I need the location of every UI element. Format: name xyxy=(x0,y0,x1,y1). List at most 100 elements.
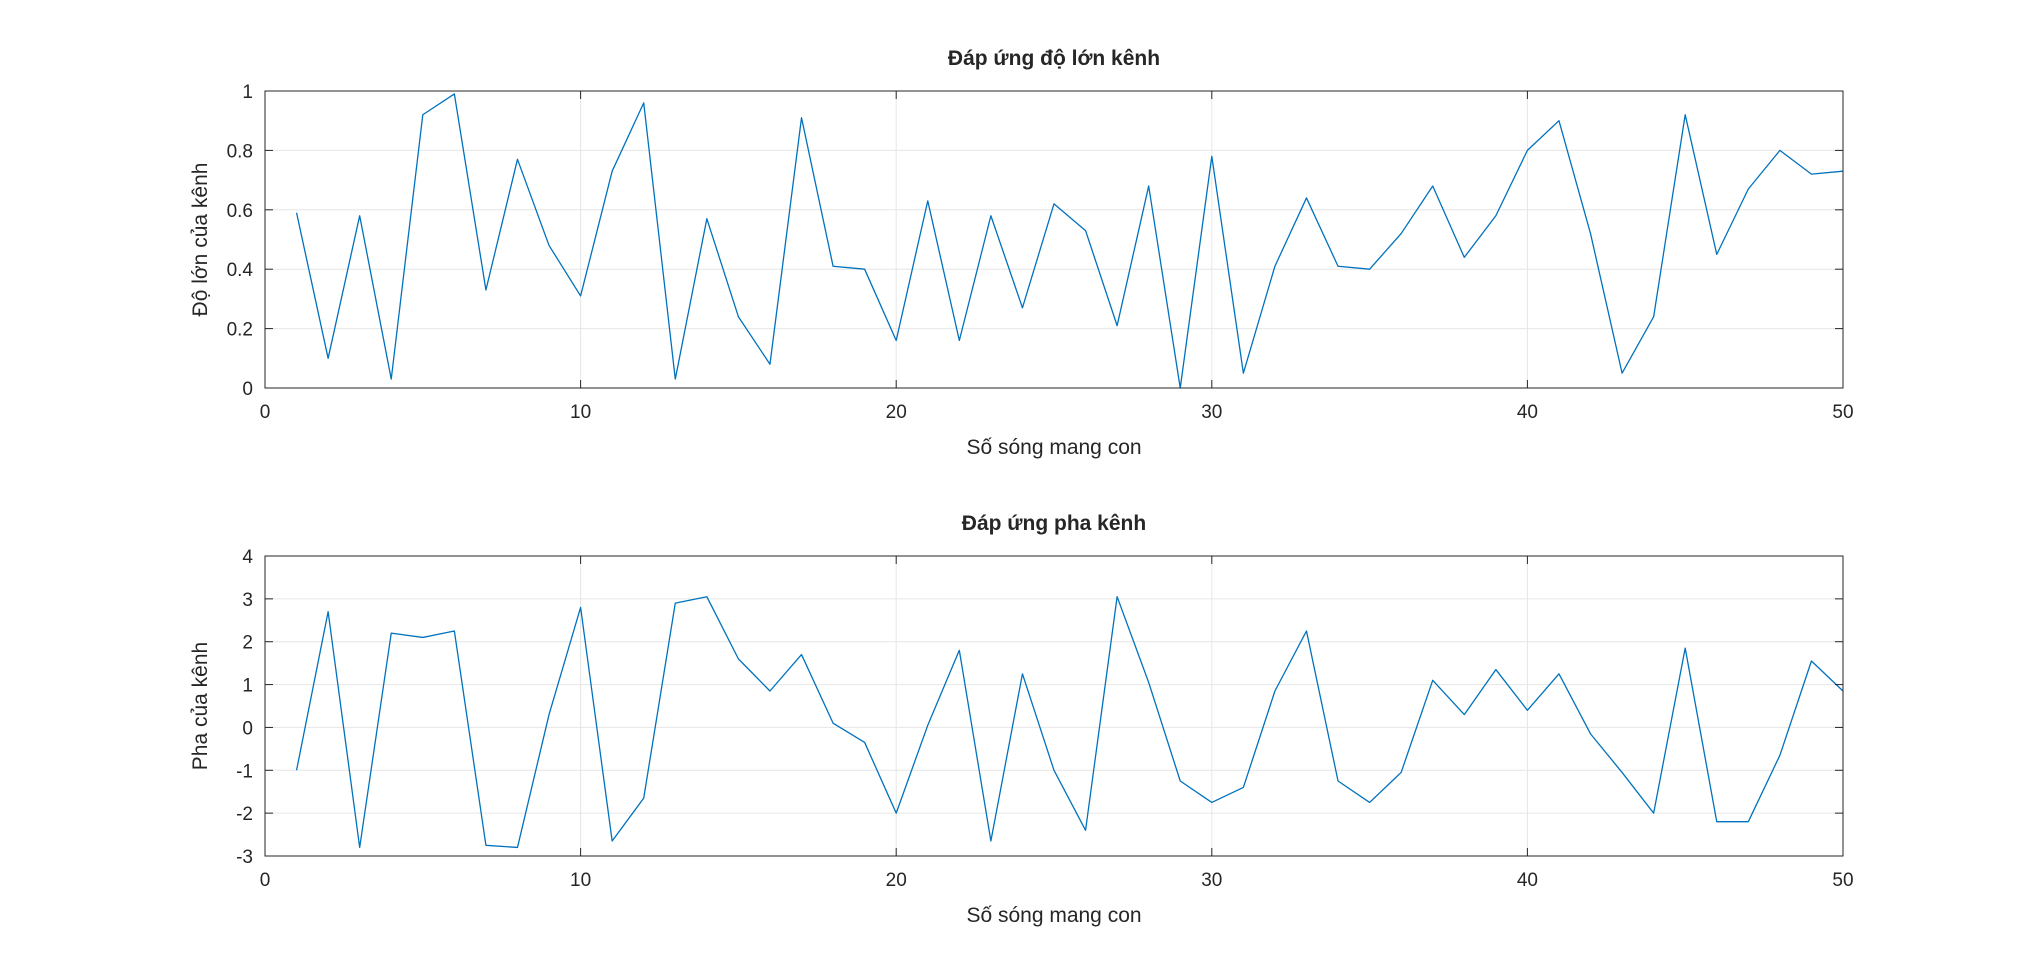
magnitude-data-point xyxy=(705,217,708,220)
magnitude-series-line xyxy=(295,93,1844,389)
magnitude-data-point xyxy=(1210,155,1213,158)
phase-data-point xyxy=(1210,801,1213,804)
magnitude-axes-box xyxy=(264,90,1844,389)
phase-subplot: 0 10 20 30 40 50 -3 -2 -1 0 1 2 3 4 Đáp ứng pha kênh Số… xyxy=(189,512,1854,927)
phase-data-point xyxy=(1179,780,1182,783)
magnitude-data-point xyxy=(1526,149,1529,152)
magnitude-data-point xyxy=(1431,185,1434,188)
magnitude-data-point xyxy=(484,288,487,291)
magnitude-y-tick-label: 1 xyxy=(242,82,253,103)
phase-data-point xyxy=(1557,672,1560,675)
phase-data-point xyxy=(1273,690,1276,693)
magnitude-data-point xyxy=(1305,196,1308,199)
phase-y-tick-label: 1 xyxy=(242,676,253,697)
phase-y-tick-label: -2 xyxy=(236,804,253,825)
phase-data-point xyxy=(516,846,519,849)
phase-data-point xyxy=(1242,786,1245,789)
phase-data-point xyxy=(1084,829,1087,832)
phase-data-point xyxy=(1337,780,1340,783)
phase-data-point xyxy=(1116,595,1119,598)
phase-data-point xyxy=(1747,820,1750,823)
magnitude-y-tick-label: 0.2 xyxy=(227,320,253,341)
magnitude-data-point xyxy=(674,378,677,381)
magnitude-data-point xyxy=(1494,214,1497,217)
magnitude-data-point xyxy=(863,268,866,271)
phase-data-point xyxy=(1431,679,1434,682)
phase-y-tick-label: -3 xyxy=(236,847,253,868)
phase-data-point xyxy=(1147,681,1150,684)
phase-data-point xyxy=(1021,672,1024,675)
phase-data-point xyxy=(1305,630,1308,633)
magnitude-data-point xyxy=(895,339,898,342)
magnitude-data-point xyxy=(958,339,961,342)
magnitude-data-point xyxy=(1116,324,1119,327)
magnitude-data-point xyxy=(926,199,929,202)
phase-data-point xyxy=(1463,713,1466,716)
phase-data-point xyxy=(1810,660,1813,663)
phase-data-point xyxy=(800,653,803,656)
phase-data-point xyxy=(832,722,835,725)
magnitude-data-point xyxy=(1368,268,1371,271)
phase-data-point xyxy=(674,602,677,605)
magnitude-x-tick-label: 20 xyxy=(886,402,907,423)
magnitude-data-point xyxy=(1715,253,1718,256)
magnitude-plot-area xyxy=(265,91,1843,388)
phase-data-point xyxy=(579,606,582,609)
magnitude-data-point xyxy=(1810,173,1813,176)
magnitude-data-point xyxy=(1652,315,1655,318)
magnitude-data-point xyxy=(1557,119,1560,122)
phase-data-point xyxy=(1494,668,1497,671)
magnitude-data-point xyxy=(800,116,803,119)
phase-data-point xyxy=(958,649,961,652)
magnitude-data-point xyxy=(421,113,424,116)
phase-data-point xyxy=(642,797,645,800)
magnitude-data-point xyxy=(1400,232,1403,235)
magnitude-y-tick-label: 0.8 xyxy=(227,141,253,162)
magnitude-data-point xyxy=(768,363,771,366)
phase-ylabel: Pha của kênh xyxy=(189,642,212,770)
phase-x-tick-label: 20 xyxy=(886,870,907,891)
magnitude-data-point xyxy=(579,294,582,297)
magnitude-data-point xyxy=(989,214,992,217)
magnitude-y-tick-label: 0 xyxy=(242,379,253,400)
magnitude-data-point xyxy=(1242,372,1245,375)
phase-data-point xyxy=(989,840,992,843)
phase-data-point xyxy=(295,769,298,772)
phase-data-point xyxy=(737,657,740,660)
magnitude-data-point xyxy=(1684,113,1687,116)
magnitude-data-point xyxy=(1747,188,1750,191)
magnitude-data-point xyxy=(1084,229,1087,232)
phase-data-point xyxy=(1526,709,1529,712)
phase-plot-area xyxy=(265,556,1843,856)
magnitude-x-tick-label: 50 xyxy=(1832,402,1853,423)
phase-y-tick-label: 4 xyxy=(242,547,253,568)
magnitude-data-point xyxy=(1053,202,1056,205)
phase-data-point xyxy=(421,636,424,639)
magnitude-data-point xyxy=(295,211,298,214)
phase-x-tick-label: 40 xyxy=(1517,870,1538,891)
magnitude-data-point xyxy=(1337,265,1340,268)
phase-data-point xyxy=(484,844,487,847)
phase-data-point xyxy=(1400,771,1403,774)
magnitude-data-point xyxy=(1589,232,1592,235)
phase-data-point xyxy=(390,632,393,635)
phase-data-point xyxy=(1368,801,1371,804)
magnitude-data-point xyxy=(1621,372,1624,375)
phase-x-tick-label: 0 xyxy=(260,870,271,891)
phase-data-point xyxy=(1053,769,1056,772)
phase-data-point xyxy=(327,610,330,613)
magnitude-data-point xyxy=(1463,256,1466,259)
magnitude-ylabel: Độ lớn của kênh xyxy=(189,163,212,317)
magnitude-data-point xyxy=(737,315,740,318)
magnitude-data-point xyxy=(1147,185,1150,188)
phase-y-tick-label: 0 xyxy=(242,718,253,739)
phase-data-point xyxy=(705,595,708,598)
magnitude-data-point xyxy=(1021,306,1024,309)
phase-x-tick-label: 10 xyxy=(570,870,591,891)
magnitude-subplot: 0 10 20 30 40 50 0 0.2 0.4 0.6 0.8 1 Đáp ứng độ lớn … xyxy=(189,47,1854,459)
magnitude-x-tick-label: 40 xyxy=(1517,402,1538,423)
phase-series-line xyxy=(295,596,1844,849)
phase-data-point xyxy=(1778,754,1781,757)
phase-title: Đáp ứng pha kênh xyxy=(962,512,1146,535)
